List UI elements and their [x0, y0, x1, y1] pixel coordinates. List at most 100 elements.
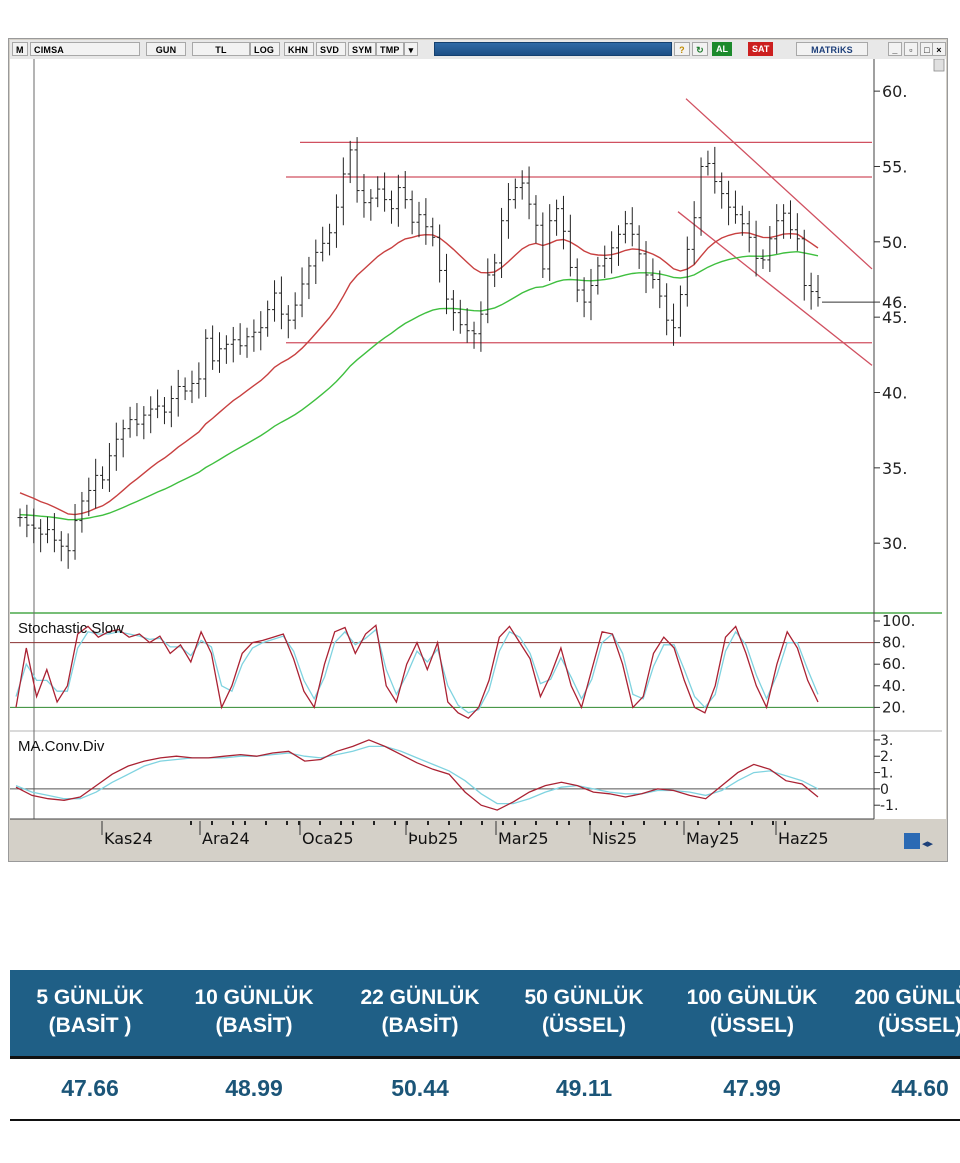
- stochastic-tick-label: 100.: [882, 612, 915, 630]
- macd-tick-label: -1.: [880, 798, 898, 814]
- event-mark: [211, 821, 213, 825]
- toolbar-blank-bar: [434, 42, 672, 56]
- stochastic-line: [15, 628, 819, 714]
- macd-line: [15, 739, 819, 811]
- event-mark: [784, 821, 786, 825]
- table-header-cell: 5 GÜNLÜK (BASİT ): [36, 986, 144, 1037]
- symbol-prefix[interactable]: M: [12, 42, 28, 56]
- stochastic-tick-label: 60.: [882, 655, 906, 673]
- macd-title: MA.Conv.Div: [18, 738, 105, 755]
- trend-channel-line: [677, 211, 873, 366]
- event-mark: [664, 821, 666, 825]
- x-tick-label: Þub25: [408, 829, 458, 848]
- table-header-cell: 50 GÜNLÜK (ÜSSEL): [524, 986, 644, 1037]
- table-header-row: 5 GÜNLÜK (BASİT ) 10 GÜNLÜK (BASİT) 22 GÜN…: [10, 970, 960, 1059]
- help-icon[interactable]: ?: [674, 42, 690, 56]
- brand-label: MATRiKS: [796, 42, 868, 56]
- event-mark: [751, 821, 753, 825]
- khn-button[interactable]: KHN: [284, 42, 314, 56]
- chart-toolbar: M CIMSA GUN TL LOG KHN SVD SYM TMP ▾ ? ↻…: [10, 40, 946, 60]
- moving-average-table: 5 GÜNLÜK (BASİT ) 10 GÜNLÜK (BASİT) 22 GÜN…: [10, 970, 960, 1121]
- event-mark: [448, 821, 450, 825]
- event-mark: [610, 821, 612, 825]
- y-tick-label: 45.: [882, 308, 907, 327]
- x-tick-label: Mar25: [498, 829, 549, 848]
- event-mark: [340, 821, 342, 825]
- sym-button[interactable]: SYM: [348, 42, 376, 56]
- log-button[interactable]: LOG: [250, 42, 280, 56]
- event-mark: [622, 821, 624, 825]
- refresh-icon[interactable]: ↻: [692, 42, 708, 56]
- event-mark: [406, 821, 408, 825]
- minimize-icon[interactable]: _: [888, 42, 902, 56]
- currency-selector[interactable]: TL: [192, 42, 250, 56]
- event-mark: [352, 821, 354, 825]
- x-tick-label: May25: [686, 829, 739, 848]
- tmp-button[interactable]: TMP: [376, 42, 404, 56]
- period-selector[interactable]: GUN: [146, 42, 186, 56]
- event-mark: [772, 821, 774, 825]
- event-mark: [697, 821, 699, 825]
- scroll-up-icon[interactable]: [933, 59, 945, 72]
- y-tick-label: 35.: [882, 459, 907, 478]
- table-header-cell: 22 GÜNLÜK (BASİT): [360, 986, 480, 1037]
- event-mark: [232, 821, 234, 825]
- macd-tick-label: 1.: [880, 766, 893, 782]
- event-mark: [676, 821, 678, 825]
- macd-tick-label: 3.: [880, 733, 893, 749]
- scroll-arrows-icon[interactable]: ◂▸: [922, 837, 934, 850]
- event-mark: [265, 821, 267, 825]
- event-mark: [460, 821, 462, 825]
- stochastic-tick-label: 20.: [882, 698, 906, 716]
- close-icon[interactable]: ×: [932, 42, 946, 56]
- x-axis-layer: Kas24 Ara24 Oca25 Þub25 Mar25 Nis25 May25 Haz25: [101, 821, 829, 848]
- table-values-row: 47.66 48.99 50.44 49.11 47.99 44.60: [10, 1059, 960, 1121]
- event-mark: [718, 821, 720, 825]
- table-value-cell: 44.60: [891, 1075, 949, 1101]
- sell-button[interactable]: SAT: [748, 42, 774, 56]
- y-tick-label: 30.: [882, 534, 907, 553]
- table-header-cell: 100 GÜNLÜK (ÜSSEL): [686, 986, 818, 1037]
- settings-icon[interactable]: [904, 833, 920, 849]
- dropdown-arrow-icon[interactable]: ▾: [404, 42, 418, 56]
- y-tick-label: 40.: [882, 384, 907, 403]
- event-mark: [568, 821, 570, 825]
- event-mark: [373, 821, 375, 825]
- price-chart: 30. 35. 40. 45.46. 50. 55. 60. 20. 40. 60. 80. 100…: [10, 59, 946, 859]
- table-value-cell: 50.44: [391, 1075, 449, 1101]
- ema-200-line: [19, 250, 819, 521]
- event-mark: [514, 821, 516, 825]
- event-mark: [190, 821, 192, 825]
- restore-icon[interactable]: ▫: [904, 42, 918, 56]
- x-tick-label: Nis25: [592, 829, 637, 848]
- y-tick-label: 50.: [882, 233, 907, 252]
- event-mark: [556, 821, 558, 825]
- x-tick-label: Ara24: [202, 829, 250, 848]
- event-mark: [589, 821, 591, 825]
- stochastic-line: [15, 624, 819, 720]
- stochastic-layer: 20. 40. 60. 80. 100.: [10, 612, 915, 720]
- x-tick-label: Kas24: [104, 829, 153, 848]
- buy-button[interactable]: AL: [712, 42, 732, 56]
- event-mark: [730, 821, 732, 825]
- y-tick-label: 55.: [882, 157, 907, 176]
- y-tick-label: 46.: [882, 293, 907, 312]
- table-header-cell: 10 GÜNLÜK (BASİT): [194, 986, 314, 1037]
- x-tick-label: Haz25: [778, 829, 829, 848]
- trend-channel-line: [685, 98, 873, 270]
- symbol-selector[interactable]: CIMSA: [30, 42, 140, 56]
- event-mark: [535, 821, 537, 825]
- price-layer: 30. 35. 40. 45.46. 50. 55. 60.: [17, 82, 907, 569]
- event-mark: [394, 821, 396, 825]
- y-tick-label: 60.: [882, 82, 907, 101]
- event-mark: [502, 821, 504, 825]
- event-mark: [481, 821, 483, 825]
- table-value-cell: 49.11: [555, 1075, 613, 1101]
- time-axis-band: [10, 819, 946, 859]
- x-tick-label: Oca25: [302, 829, 354, 848]
- event-mark: [286, 821, 288, 825]
- svd-button[interactable]: SVD: [316, 42, 346, 56]
- event-mark: [319, 821, 321, 825]
- event-mark: [298, 821, 300, 825]
- event-mark: [244, 821, 246, 825]
